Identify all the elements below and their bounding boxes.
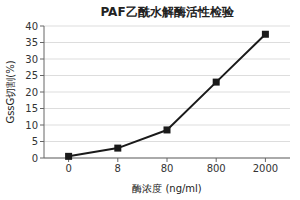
x-tick	[265, 158, 266, 162]
y-tick	[40, 125, 44, 126]
chart: 0 5 10 15 20 25 30 35 40 0 8 80 800 2000 PAF乙酰水解酶活性检验酶…	[0, 0, 300, 200]
line	[69, 34, 266, 156]
y-tick	[40, 42, 44, 43]
marker	[262, 31, 269, 38]
y-tick-label: 30	[25, 54, 38, 65]
y-tick-label: 35	[25, 37, 38, 48]
title: PAF乙酰水解酶活性检验	[100, 5, 234, 19]
x-tick-label: 800	[207, 163, 226, 174]
grid	[44, 26, 290, 158]
y-tick-label: 15	[25, 103, 38, 114]
y-tick-label: 20	[25, 87, 38, 98]
y-tick	[40, 75, 44, 76]
y-tick	[40, 26, 44, 27]
y-tick	[40, 158, 44, 159]
grid-line	[44, 108, 290, 109]
x-tick-label: 0	[65, 163, 71, 174]
grid-line	[44, 92, 290, 93]
y-tick-label: 5	[32, 136, 38, 147]
grid-line	[44, 26, 290, 27]
y-tick	[40, 59, 44, 60]
y-tick	[40, 108, 44, 109]
marker	[114, 145, 121, 152]
grid-line	[44, 42, 290, 43]
x-tick-label: 80	[161, 163, 174, 174]
y-tick-label: 0	[32, 153, 38, 164]
x-tick-label: 8	[115, 163, 121, 174]
x-tick	[117, 158, 118, 162]
grid-line	[44, 125, 290, 126]
y-tick	[40, 141, 44, 142]
y-axis-label: GssG切割(%)	[5, 60, 16, 123]
chart-container: 0 5 10 15 20 25 30 35 40 0 8 80 800 2000 PAF乙酰水解酶活性检验酶…	[0, 0, 300, 200]
axes: 0 5 10 15 20 25 30 35 40 0 8 80 800 2000	[25, 21, 290, 175]
y-tick-label: 25	[25, 70, 38, 81]
y-tick	[40, 92, 44, 93]
y-tick-label: 10	[25, 120, 38, 131]
x-tick-label: 2000	[253, 163, 278, 174]
series	[65, 31, 269, 160]
x-tick	[216, 158, 217, 162]
x-axis-label: 酶浓度 (ng/ml)	[132, 183, 202, 194]
marker	[164, 126, 171, 133]
y-tick-label: 40	[25, 21, 38, 32]
x-tick	[167, 158, 168, 162]
y-axis-line	[44, 26, 45, 158]
marker	[213, 79, 220, 86]
grid-line	[44, 141, 290, 142]
marker	[65, 153, 72, 160]
grid-line	[44, 75, 290, 76]
grid-line	[44, 59, 290, 60]
